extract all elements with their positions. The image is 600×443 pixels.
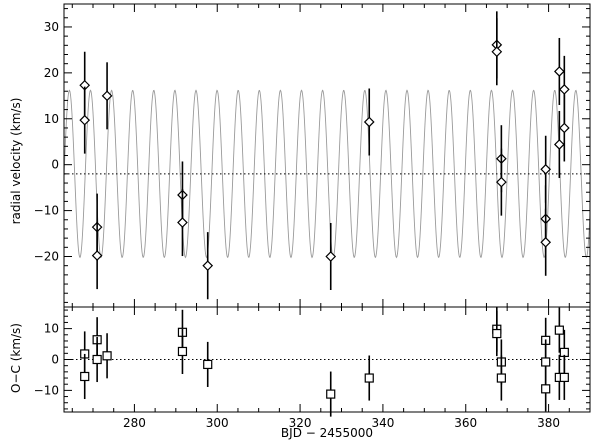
rv-model-curve: [63, 89, 591, 259]
rv-data-point: [540, 135, 552, 203]
square-marker: [326, 389, 336, 399]
rv-data-point: [558, 94, 570, 162]
residual-data-point: [541, 366, 551, 412]
residual-panel: −10 0 10 280 300 320 340 360 380: [34, 306, 591, 430]
rv-y-axis-label: radial velocity (km/s): [9, 98, 23, 225]
residual-y-axis-label: O−C (km/s): [9, 323, 23, 393]
y-tick-label: −10: [34, 204, 59, 218]
x-tick-label: 380: [537, 416, 560, 430]
diamond-marker: [325, 251, 337, 262]
square-marker: [541, 384, 551, 394]
x-axis-label: BJD − 2455000: [281, 426, 373, 440]
square-marker: [496, 373, 506, 383]
square-marker: [92, 354, 102, 365]
residual-data-point: [554, 307, 564, 353]
residual-data-point: [80, 353, 90, 400]
rv-data-point: [79, 86, 91, 154]
residual-data-point: [496, 355, 506, 401]
y-tick-label: 10: [44, 112, 59, 126]
square-marker: [177, 346, 188, 357]
residual-data-point: [177, 328, 188, 375]
diamond-marker: [79, 114, 91, 126]
residual-data-point: [92, 336, 102, 383]
x-tick-label: 320: [289, 416, 312, 430]
y-tick-label: 0: [51, 158, 59, 172]
residual-data-point: [203, 341, 213, 387]
square-marker: [492, 328, 502, 339]
rv-data-point: [101, 62, 113, 130]
rv-data-point: [177, 189, 188, 257]
rv-data-point: [91, 222, 103, 290]
diamond-marker: [558, 84, 570, 95]
y-tick-label: −20: [34, 250, 59, 264]
square-marker: [559, 372, 569, 383]
square-marker: [80, 371, 90, 382]
diamond-marker: [554, 139, 565, 150]
rv-data-point: [491, 18, 503, 86]
square-marker: [102, 351, 112, 361]
x-tick-label: 300: [206, 416, 229, 430]
diamond-marker: [101, 90, 113, 102]
x-tick-label: 340: [371, 416, 394, 430]
diamond-marker: [363, 116, 375, 128]
diamond-marker: [554, 66, 565, 77]
diamond-marker: [202, 260, 214, 272]
rv-data-point: [363, 88, 375, 156]
rv-data-point: [325, 222, 337, 291]
square-marker: [364, 373, 374, 383]
diamond-marker: [177, 217, 188, 228]
rv-data-point: [202, 232, 214, 300]
rv-panel: −20 −10 0 10 20 30: [34, 3, 591, 308]
square-marker: [554, 325, 564, 335]
diamond-marker: [540, 163, 552, 175]
y-tick-label: 10: [44, 322, 59, 336]
y-tick-label: 20: [44, 66, 59, 80]
rv-data-point: [554, 110, 565, 178]
diamond-marker: [540, 236, 552, 248]
diamond-marker: [91, 250, 103, 261]
rv-data-point: [554, 37, 565, 105]
diamond-marker: [496, 176, 507, 188]
square-marker: [541, 357, 551, 367]
y-tick-label: −10: [34, 383, 59, 397]
diamond-marker: [491, 46, 503, 58]
diamond-marker: [558, 122, 570, 134]
x-tick-label: 280: [123, 416, 146, 430]
residual-data-point: [326, 371, 336, 417]
rv-data-point: [540, 208, 552, 276]
residual-data-point: [559, 354, 569, 400]
square-marker: [203, 359, 213, 370]
residual-data-point: [364, 355, 374, 401]
y-tick-label: 30: [44, 20, 59, 34]
x-tick-label: 360: [454, 416, 477, 430]
y-tick-label: 0: [51, 353, 59, 367]
residual-data-point: [102, 333, 112, 379]
residual-data-point: [492, 311, 502, 357]
rv-data-point: [496, 148, 507, 216]
